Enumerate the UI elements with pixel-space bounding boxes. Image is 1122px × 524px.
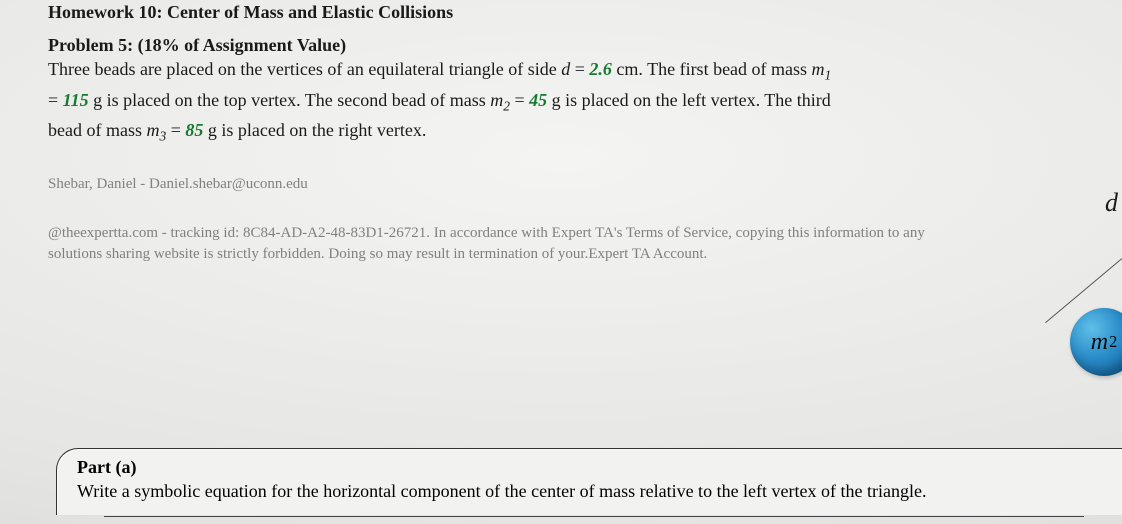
value-m2: 45 (529, 90, 547, 110)
value-m3: 85 (185, 120, 203, 140)
diagram-bead-m2: m2 (1070, 308, 1122, 376)
homework-title: Homework 10: Center of Mass and Elastic … (48, 0, 1122, 25)
student-info: Shebar, Daniel - Daniel.shebar@uconn.edu (48, 176, 968, 193)
bead-label-sub: 2 (1109, 332, 1117, 352)
problem-text-3: g is placed on the top vertex. The secon… (89, 90, 529, 110)
value-m1: 115 (63, 90, 89, 110)
part-a-question: Write a symbolic equation for the horizo… (77, 478, 1102, 505)
answer-input-line[interactable] (104, 516, 1084, 517)
problem-text-1: Three beads are placed on the vertices o… (48, 59, 589, 79)
content-area: Homework 10: Center of Mass and Elastic … (0, 0, 1122, 266)
diagram-d-label: d (1105, 188, 1118, 218)
part-a-box: Part (a) Write a symbolic equation for t… (56, 448, 1122, 515)
part-a-label: Part (a) (77, 457, 1102, 478)
copyright-notice: @theexpertta.com - tracking id: 8C84-AD-… (48, 223, 968, 267)
problem-text-5: g is placed on the right vertex. (203, 120, 426, 140)
problem-title: Problem 5: (18% of Assignment Value) (48, 35, 1122, 56)
problem-statement: Three beads are placed on the vertices o… (48, 56, 948, 148)
bead-label-m: m (1091, 329, 1108, 356)
value-d: 2.6 (589, 59, 612, 79)
worksheet-page: Homework 10: Center of Mass and Elastic … (0, 0, 1122, 524)
